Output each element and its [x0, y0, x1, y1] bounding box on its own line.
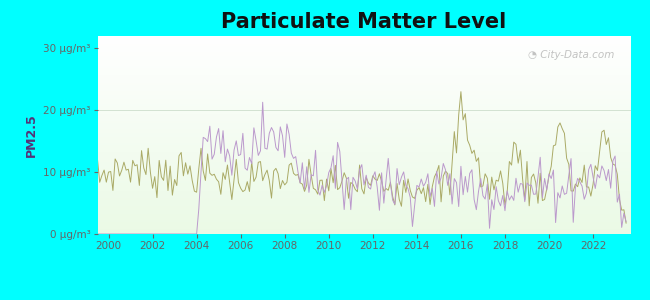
Title: Particulate Matter Level: Particulate Matter Level: [222, 12, 506, 32]
Y-axis label: PM2.5: PM2.5: [25, 113, 38, 157]
Text: ◔ City-Data.com: ◔ City-Data.com: [528, 50, 614, 60]
